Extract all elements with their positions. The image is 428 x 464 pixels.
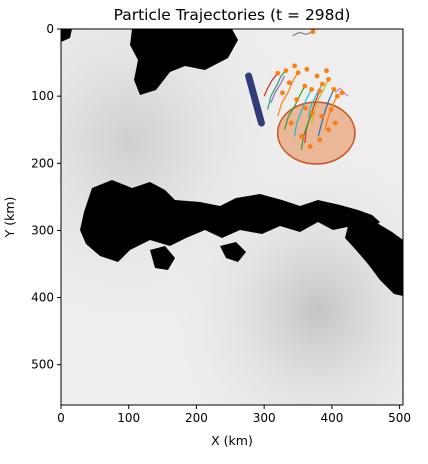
particle-point [283, 68, 289, 74]
x-axis-label: X (km) [211, 433, 253, 448]
y-tick-label: 300 [31, 223, 54, 237]
plot-area [61, 29, 403, 405]
trajectory-line [277, 72, 299, 117]
region-ellipse [276, 101, 356, 165]
land-mass-mid-islands [205, 204, 288, 222]
land-mass-north [130, 29, 238, 95]
particle-point [304, 66, 310, 72]
particle-point [288, 120, 294, 126]
trajectory-line [292, 31, 314, 37]
x-tick-label: 500 [388, 411, 411, 425]
y-tick-label: 0 [46, 22, 54, 36]
particle-point [307, 144, 313, 149]
y-tick-label: 200 [31, 156, 54, 170]
particle-point [328, 107, 334, 112]
particle-point [299, 134, 304, 139]
particle-point [294, 97, 300, 102]
land-mass-central [80, 180, 380, 262]
trajectory-line [283, 85, 306, 130]
land-mass-south-strip [220, 242, 246, 262]
y-axis: 0 100 200 300 400 500 [31, 22, 61, 372]
particle-point [317, 88, 323, 94]
land-mass-north-left [61, 29, 72, 42]
particle-point [309, 110, 315, 116]
particle-point [332, 120, 338, 126]
trajectory-line [263, 72, 279, 97]
particle-point [334, 93, 340, 99]
particle-point [317, 137, 323, 143]
trajectory-layer [245, 29, 356, 165]
particle-point [280, 90, 285, 96]
particle-point [339, 90, 345, 96]
particle-point [302, 83, 308, 89]
particle-point [326, 76, 331, 82]
particle-point [324, 68, 329, 74]
particle-point [320, 81, 325, 87]
particle-point [295, 70, 301, 76]
particle-point [326, 127, 331, 133]
source-line [245, 72, 265, 127]
x-tick-label: 400 [320, 411, 343, 425]
land-mass-east [345, 220, 403, 296]
trajectory-line [300, 112, 313, 150]
x-tick-label: 300 [253, 411, 276, 425]
trajectory-line [270, 75, 286, 104]
x-tick-label: 200 [185, 411, 208, 425]
trajectory-line [294, 89, 313, 137]
x-tick-label: 0 [57, 411, 65, 425]
land-masses [61, 29, 403, 296]
trajectory-line [317, 89, 335, 137]
particle-point [286, 80, 292, 86]
y-tick-label: 400 [31, 291, 54, 305]
particle-point [309, 87, 314, 92]
land-mass-southwest [150, 246, 175, 270]
trajectory-line [267, 70, 287, 110]
chart-title: Particle Trajectories (t = 298d) [114, 6, 351, 24]
particle-point [310, 29, 316, 35]
x-tick-label: 100 [117, 411, 140, 425]
particle-point [331, 87, 337, 92]
y-axis-label: Y (km) [2, 197, 17, 239]
particle-point [275, 70, 281, 76]
x-axis: 0 100 200 300 400 500 [57, 405, 411, 425]
y-tick-label: 100 [31, 89, 54, 103]
axes-frame [60, 28, 404, 406]
particle-point [303, 105, 308, 111]
y-tick-label: 500 [31, 358, 54, 372]
particle-point [292, 63, 298, 69]
particle-point [319, 113, 325, 119]
trajectory-line [304, 90, 321, 144]
particle-point [314, 73, 320, 79]
